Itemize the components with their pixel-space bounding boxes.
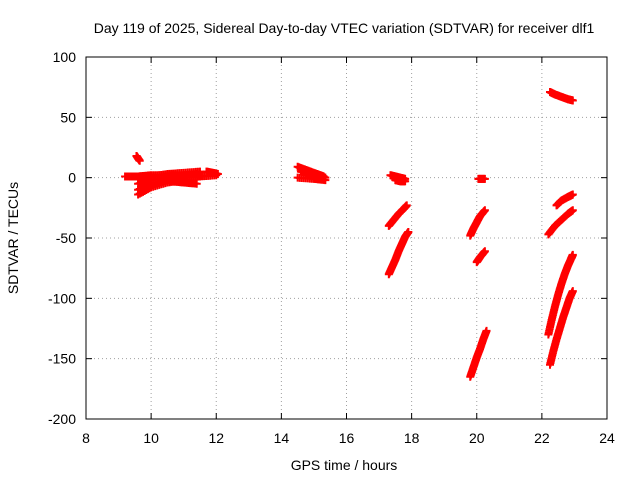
x-tick-label: 24	[599, 430, 615, 446]
grid-lines	[86, 57, 607, 419]
data-point	[321, 176, 330, 185]
y-tick-label: 100	[53, 49, 77, 65]
data-point	[482, 326, 491, 335]
data-track	[384, 227, 413, 279]
y-tick-label: -200	[48, 411, 76, 427]
data-track	[293, 173, 330, 185]
data-point	[480, 247, 489, 256]
x-tick-label: 20	[469, 430, 485, 446]
data-point	[568, 96, 577, 105]
y-tick-label: 0	[68, 170, 76, 186]
data-point	[480, 206, 489, 215]
data-track	[474, 174, 489, 183]
data-track	[546, 287, 577, 369]
data-track	[544, 206, 577, 239]
data-point	[568, 250, 577, 259]
x-tick-label: 14	[274, 430, 290, 446]
y-axis-label: SDTVAR / TECUs	[5, 182, 21, 294]
data-track	[466, 326, 491, 381]
data-point	[568, 287, 577, 296]
data-point	[213, 170, 222, 179]
data-point	[135, 156, 144, 165]
x-tick-label: 12	[208, 430, 224, 446]
data-point	[402, 201, 411, 210]
x-axis-label: GPS time / hours	[291, 457, 398, 473]
data-track	[202, 167, 222, 179]
y-tick-label: -50	[56, 230, 76, 246]
data-track	[132, 151, 144, 165]
data-track	[466, 206, 489, 240]
data-track	[552, 190, 577, 210]
chart-title: Day 119 of 2025, Sidereal Day-to-day VTE…	[94, 20, 595, 36]
data-track	[384, 201, 411, 230]
x-tick-label: 22	[534, 430, 550, 446]
x-tick-label: 10	[143, 430, 159, 446]
x-tick-label: 16	[339, 430, 355, 446]
data-points	[121, 87, 577, 381]
x-tick-label: 18	[404, 430, 420, 446]
data-point	[401, 177, 410, 186]
y-tick-label: -150	[48, 351, 76, 367]
data-point	[568, 206, 577, 215]
x-tick-label: 8	[82, 430, 90, 446]
axis-ticks: 8 10 12 14 16 18 20 22 24 -200 -150 -100 -50 0 50 100	[48, 49, 615, 446]
data-track	[546, 87, 577, 105]
y-tick-label: 50	[60, 109, 76, 125]
y-tick-label: -100	[48, 290, 76, 306]
data-track	[544, 250, 577, 339]
data-point	[480, 174, 489, 183]
data-track	[391, 176, 410, 186]
data-point	[192, 179, 201, 188]
data-track	[472, 247, 489, 267]
data-point	[568, 190, 577, 199]
data-point	[404, 227, 413, 236]
